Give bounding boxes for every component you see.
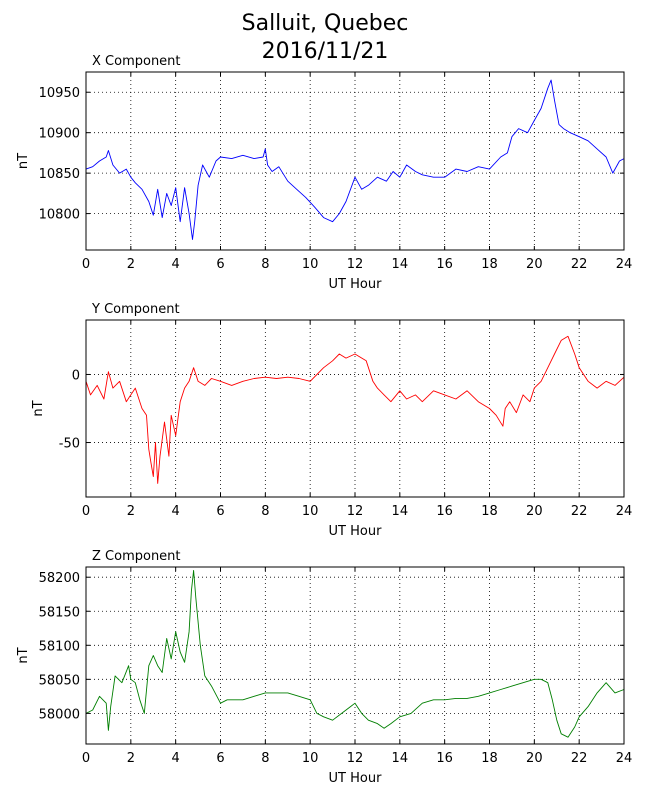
y-x-tick-label: 8: [261, 504, 269, 519]
x-x-axis-label: UT Hour: [329, 277, 383, 292]
y-x-tick-label: 20: [526, 504, 543, 519]
y-x-axis-label: UT Hour: [329, 524, 383, 539]
z-panel-title: Z Component: [92, 549, 181, 564]
z-x-tick-label: 22: [571, 751, 588, 766]
y-x-tick-label: 22: [571, 504, 588, 519]
z-y-tick-label: 58050: [39, 673, 80, 688]
x-y-tick-label: 10950: [39, 86, 80, 101]
y-x-tick-label: 18: [481, 504, 498, 519]
x-component-line: [85, 79, 625, 240]
y-x-tick-label: 0: [82, 504, 90, 519]
z-x-tick-label: 10: [302, 751, 319, 766]
x-x-tick-label: 22: [571, 257, 588, 272]
figure-title-station: Salluit, Quebec: [241, 11, 409, 36]
z-x-tick-label: 8: [261, 751, 269, 766]
z-component-panel: 0 2 4 6 8 10 12 14 16 18 20 22 245800058050581005815…: [16, 549, 632, 786]
y-panel-title: Y Component: [91, 302, 180, 317]
y-component-line: [85, 335, 625, 484]
x-x-tick-label: 14: [392, 257, 409, 272]
y-x-tick-label: 12: [347, 504, 364, 519]
z-x-tick-label: 12: [347, 751, 364, 766]
x-panel-title: X Component: [92, 54, 181, 69]
z-y-tick-label: 58150: [39, 605, 80, 620]
y-x-tick-label: 16: [436, 504, 453, 519]
x-x-tick-label: 8: [261, 257, 269, 272]
x-x-tick-label: 10: [302, 257, 319, 272]
z-x-tick-label: 0: [82, 751, 90, 766]
z-y-tick-label: 58200: [39, 571, 80, 586]
y-x-tick-label: 2: [127, 504, 135, 519]
z-component-line: [85, 569, 625, 738]
x-y-tick-label: 10800: [39, 208, 80, 223]
z-y-tick-label: 58000: [39, 707, 80, 722]
x-x-tick-label: 12: [347, 257, 364, 272]
z-x-tick-label: 16: [436, 751, 453, 766]
figure-title-date: 2016/11/21: [261, 39, 389, 64]
z-x-tick-label: 18: [481, 751, 498, 766]
z-x-tick-label: 20: [526, 751, 543, 766]
x-x-tick-label: 18: [481, 257, 498, 272]
x-x-tick-label: 4: [172, 257, 180, 272]
x-x-tick-label: 2: [127, 257, 135, 272]
z-x-tick-label: 6: [216, 751, 224, 766]
x-y-axis-label: nT: [16, 153, 31, 169]
y-x-tick-label: 4: [172, 504, 180, 519]
y-x-tick-label: 6: [216, 504, 224, 519]
figure-title: Salluit, Quebec 2016/11/21: [0, 10, 650, 66]
z-x-axis-label: UT Hour: [329, 771, 383, 786]
x-x-tick-label: 6: [216, 257, 224, 272]
x-x-tick-label: 16: [436, 257, 453, 272]
z-x-tick-label: 14: [392, 751, 409, 766]
y-y-tick-label: -50: [59, 437, 80, 452]
x-y-tick-label: 10900: [39, 127, 80, 142]
z-y-tick-label: 58100: [39, 639, 80, 654]
z-x-tick-label: 4: [172, 751, 180, 766]
y-y-tick-label: 0: [72, 368, 80, 383]
x-y-tick-label: 10850: [39, 167, 80, 182]
y-x-tick-label: 24: [616, 504, 633, 519]
x-x-tick-label: 0: [82, 257, 90, 272]
y-y-axis-label: nT: [31, 400, 46, 416]
x-x-tick-label: 24: [616, 257, 633, 272]
y-x-tick-label: 14: [392, 504, 409, 519]
x-component-panel: 0 2 4 6 8 10 12 14 16 18 20 22 241080010850109001095…: [16, 54, 632, 292]
z-y-axis-label: nT: [16, 647, 31, 663]
y-x-tick-label: 10: [302, 504, 319, 519]
z-x-tick-label: 2: [127, 751, 135, 766]
x-x-tick-label: 20: [526, 257, 543, 272]
z-x-tick-label: 24: [616, 751, 633, 766]
